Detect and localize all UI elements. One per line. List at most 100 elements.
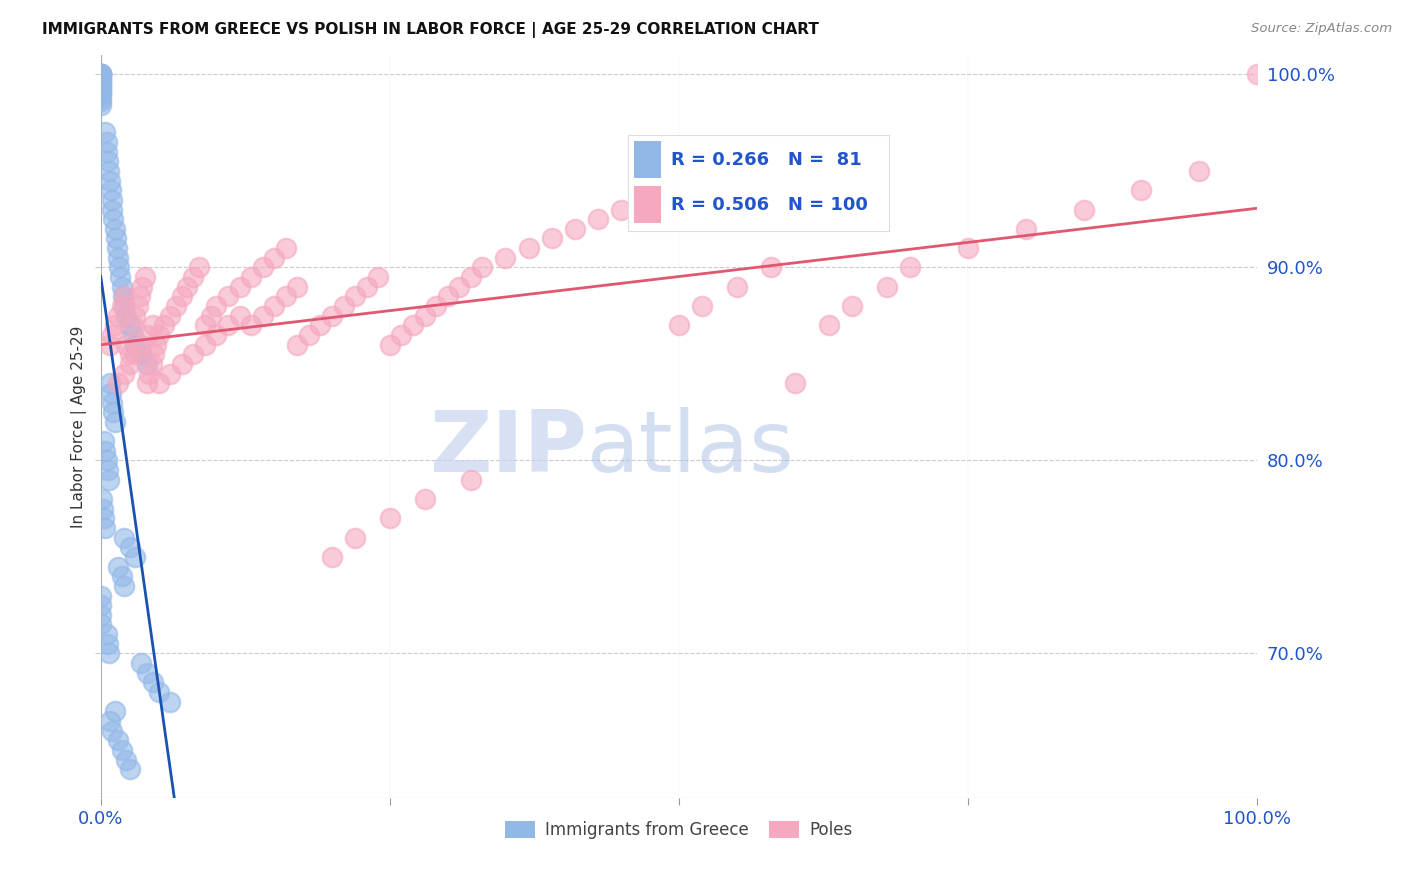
- Point: [98, 337, 121, 351]
- Point: [122, 318, 145, 333]
- Point: [285, 279, 308, 293]
- Point: [96, 145, 118, 159]
- Text: Source: ZipAtlas.com: Source: ZipAtlas.com: [1251, 22, 1392, 36]
- Point: [97, 473, 120, 487]
- Point: [90, 71, 112, 86]
- Point: [90, 98, 112, 112]
- Point: [100, 183, 122, 197]
- Point: [90, 617, 112, 632]
- Point: [956, 241, 979, 255]
- Point: [115, 337, 138, 351]
- Point: [148, 376, 170, 391]
- Point: [517, 241, 540, 255]
- Point: [332, 299, 354, 313]
- Point: [668, 318, 690, 333]
- Point: [111, 289, 134, 303]
- Point: [110, 299, 132, 313]
- Legend: Immigrants from Greece, Poles: Immigrants from Greece, Poles: [499, 814, 859, 846]
- Point: [110, 279, 132, 293]
- Point: [1073, 202, 1095, 217]
- Point: [97, 647, 120, 661]
- Point: [90, 67, 112, 81]
- Point: [159, 695, 181, 709]
- Point: [240, 270, 263, 285]
- Point: [129, 337, 152, 351]
- Text: atlas: atlas: [586, 408, 794, 491]
- Point: [110, 569, 132, 583]
- Point: [90, 75, 112, 89]
- Point: [141, 357, 163, 371]
- Point: [205, 328, 228, 343]
- Point: [105, 241, 128, 255]
- Point: [142, 318, 165, 333]
- Point: [148, 685, 170, 699]
- Point: [94, 521, 117, 535]
- Point: [136, 357, 159, 371]
- Point: [110, 743, 132, 757]
- Y-axis label: In Labor Force | Age 25-29: In Labor Force | Age 25-29: [72, 326, 87, 528]
- Point: [309, 318, 332, 333]
- Point: [101, 202, 124, 217]
- Point: [94, 125, 117, 139]
- Point: [124, 549, 146, 564]
- Point: [104, 704, 127, 718]
- Point: [142, 675, 165, 690]
- Point: [101, 723, 124, 738]
- Point: [194, 318, 217, 333]
- Point: [898, 260, 921, 275]
- Point: [841, 299, 863, 313]
- Point: [321, 549, 343, 564]
- Point: [124, 309, 146, 323]
- Point: [90, 67, 112, 81]
- Point: [90, 78, 112, 93]
- Point: [725, 279, 748, 293]
- Point: [252, 309, 274, 323]
- Point: [100, 385, 122, 400]
- FancyBboxPatch shape: [634, 186, 661, 223]
- Point: [228, 309, 250, 323]
- Point: [129, 656, 152, 670]
- Point: [97, 154, 120, 169]
- Point: [131, 279, 153, 293]
- Point: [298, 328, 321, 343]
- Point: [690, 299, 713, 313]
- Point: [122, 328, 145, 343]
- Point: [134, 270, 156, 285]
- Point: [378, 511, 401, 525]
- Point: [783, 376, 806, 391]
- Point: [108, 260, 131, 275]
- Point: [761, 260, 783, 275]
- Point: [90, 95, 112, 109]
- Point: [115, 753, 138, 767]
- Point: [101, 328, 124, 343]
- Point: [90, 81, 112, 95]
- Point: [1188, 164, 1211, 178]
- Point: [540, 231, 562, 245]
- Point: [90, 589, 112, 603]
- Point: [98, 376, 121, 391]
- Point: [460, 473, 482, 487]
- Point: [129, 347, 152, 361]
- Point: [263, 251, 285, 265]
- Point: [1015, 222, 1038, 236]
- Point: [217, 289, 239, 303]
- Point: [194, 337, 217, 351]
- Text: R = 0.266   N =  81: R = 0.266 N = 81: [671, 151, 862, 169]
- Point: [274, 289, 297, 303]
- Point: [321, 309, 343, 323]
- Point: [118, 357, 141, 371]
- Point: [90, 598, 112, 612]
- Point: [181, 347, 204, 361]
- Point: [876, 279, 898, 293]
- Point: [104, 222, 127, 236]
- Point: [112, 531, 135, 545]
- Point: [344, 289, 367, 303]
- Point: [136, 328, 159, 343]
- Point: [90, 85, 112, 99]
- Point: [103, 212, 125, 227]
- Point: [90, 491, 112, 506]
- Point: [159, 367, 181, 381]
- Point: [118, 347, 141, 361]
- Point: [101, 395, 124, 409]
- Point: [356, 279, 378, 293]
